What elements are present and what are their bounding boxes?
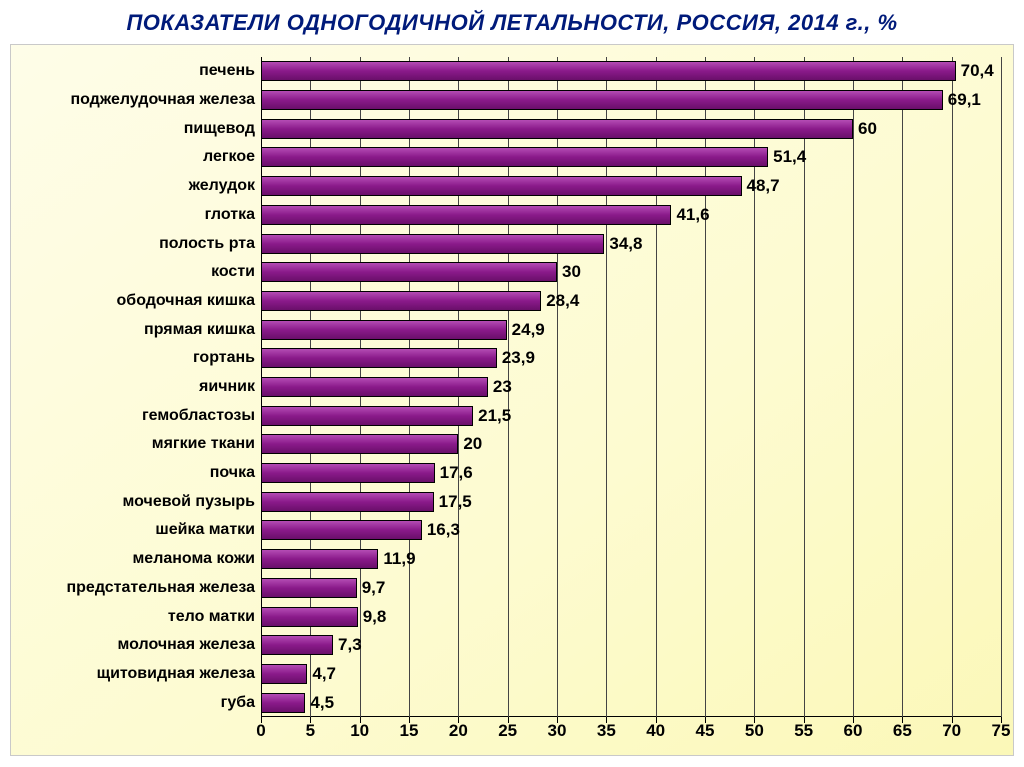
bar: 16,3 xyxy=(261,520,422,540)
x-tick-label: 35 xyxy=(597,721,616,741)
bar: 21,5 xyxy=(261,406,473,426)
bar-value-label: 4,7 xyxy=(312,664,336,684)
gridline xyxy=(952,57,953,717)
x-tick-label: 10 xyxy=(350,721,369,741)
bar: 60 xyxy=(261,119,853,139)
category-label: щитовидная железа xyxy=(97,666,255,682)
gridline xyxy=(902,57,903,717)
bar-value-label: 51,4 xyxy=(773,147,806,167)
bar-value-label: 20 xyxy=(463,434,482,454)
bar: 34,8 xyxy=(261,234,604,254)
x-tick-label: 0 xyxy=(256,721,265,741)
x-tick-label: 70 xyxy=(942,721,961,741)
bar: 51,4 xyxy=(261,147,768,167)
bar-value-label: 70,4 xyxy=(961,61,994,81)
x-tick-label: 25 xyxy=(498,721,517,741)
bar: 48,7 xyxy=(261,176,742,196)
plot-area: 05101520253035404550556065707570,469,160… xyxy=(261,57,1001,717)
bar-value-label: 24,9 xyxy=(512,320,545,340)
bar-value-label: 34,8 xyxy=(609,234,642,254)
slide: ПОКАЗАТЕЛИ ОДНОГОДИЧНОЙ ЛЕТАЛЬНОСТИ, РОС… xyxy=(0,0,1024,767)
bar-value-label: 28,4 xyxy=(546,291,579,311)
x-tick-label: 75 xyxy=(992,721,1011,741)
category-label: ободочная кишка xyxy=(117,293,255,309)
bar-value-label: 41,6 xyxy=(676,205,709,225)
category-label: тело матки xyxy=(168,609,255,625)
x-tick-label: 65 xyxy=(893,721,912,741)
bar: 7,3 xyxy=(261,635,333,655)
category-label: молочная железа xyxy=(118,637,255,653)
bar: 41,6 xyxy=(261,205,671,225)
category-label: предстательная железа xyxy=(66,580,255,596)
category-label: кости xyxy=(211,264,255,280)
x-tick-label: 30 xyxy=(548,721,567,741)
bar: 17,6 xyxy=(261,463,435,483)
category-label: поджелудочная железа xyxy=(70,92,255,108)
bar: 23 xyxy=(261,377,488,397)
bar: 9,8 xyxy=(261,607,358,627)
category-label: гортань xyxy=(193,350,255,366)
category-label: почка xyxy=(210,465,255,481)
bar-value-label: 9,7 xyxy=(362,578,386,598)
bar-value-label: 23,9 xyxy=(502,348,535,368)
bar: 9,7 xyxy=(261,578,357,598)
bar-value-label: 30 xyxy=(562,262,581,282)
category-label: мочевой пузырь xyxy=(123,494,255,510)
category-label: мягкие ткани xyxy=(152,436,255,452)
gridline xyxy=(853,57,854,717)
category-label: печень xyxy=(199,63,255,79)
bar-value-label: 23 xyxy=(493,377,512,397)
bar-value-label: 11,9 xyxy=(383,549,415,569)
category-label: легкое xyxy=(203,149,255,165)
x-tick-label: 5 xyxy=(306,721,315,741)
chart-area: печень поджелудочная железа пищевод легкое ж… xyxy=(10,44,1014,756)
bar: 70,4 xyxy=(261,61,956,81)
x-tick-label: 45 xyxy=(696,721,715,741)
bar-value-label: 60 xyxy=(858,119,877,139)
bar: 69,1 xyxy=(261,90,943,110)
bar: 17,5 xyxy=(261,492,434,512)
category-label: прямая кишка xyxy=(144,322,255,338)
bar-value-label: 17,6 xyxy=(440,463,473,483)
bar: 23,9 xyxy=(261,348,497,368)
bar: 20 xyxy=(261,434,458,454)
bar: 30 xyxy=(261,262,557,282)
bar: 28,4 xyxy=(261,291,541,311)
bar-value-label: 48,7 xyxy=(747,176,780,196)
x-tick-label: 50 xyxy=(745,721,764,741)
chart-title: ПОКАЗАТЕЛИ ОДНОГОДИЧНОЙ ЛЕТАЛЬНОСТИ, РОС… xyxy=(10,10,1014,36)
gridline xyxy=(1001,57,1002,717)
bar-value-label: 16,3 xyxy=(427,520,460,540)
bar-value-label: 21,5 xyxy=(478,406,511,426)
category-label: губа xyxy=(221,695,255,711)
bar-value-label: 9,8 xyxy=(363,607,387,627)
bar-value-label: 17,5 xyxy=(439,492,472,512)
x-axis xyxy=(261,716,1001,717)
category-label: яичник xyxy=(199,379,255,395)
x-tick-label: 15 xyxy=(400,721,419,741)
bar: 11,9 xyxy=(261,549,378,569)
category-label: желудок xyxy=(189,178,255,194)
category-label: шейка матки xyxy=(155,522,255,538)
bar-value-label: 69,1 xyxy=(948,90,981,110)
bar-value-label: 4,5 xyxy=(310,693,334,713)
category-label: пищевод xyxy=(184,121,255,137)
x-tick-label: 60 xyxy=(844,721,863,741)
x-tick-label: 55 xyxy=(794,721,813,741)
bar-value-label: 7,3 xyxy=(338,635,362,655)
bar: 24,9 xyxy=(261,320,507,340)
bar: 4,7 xyxy=(261,664,307,684)
category-label: глотка xyxy=(205,207,255,223)
category-label: гемобластозы xyxy=(142,408,255,424)
x-tick-label: 40 xyxy=(646,721,665,741)
category-label: меланома кожи xyxy=(132,551,255,567)
bar: 4,5 xyxy=(261,693,305,713)
x-tick-label: 20 xyxy=(449,721,468,741)
category-label: полость рта xyxy=(159,236,255,252)
